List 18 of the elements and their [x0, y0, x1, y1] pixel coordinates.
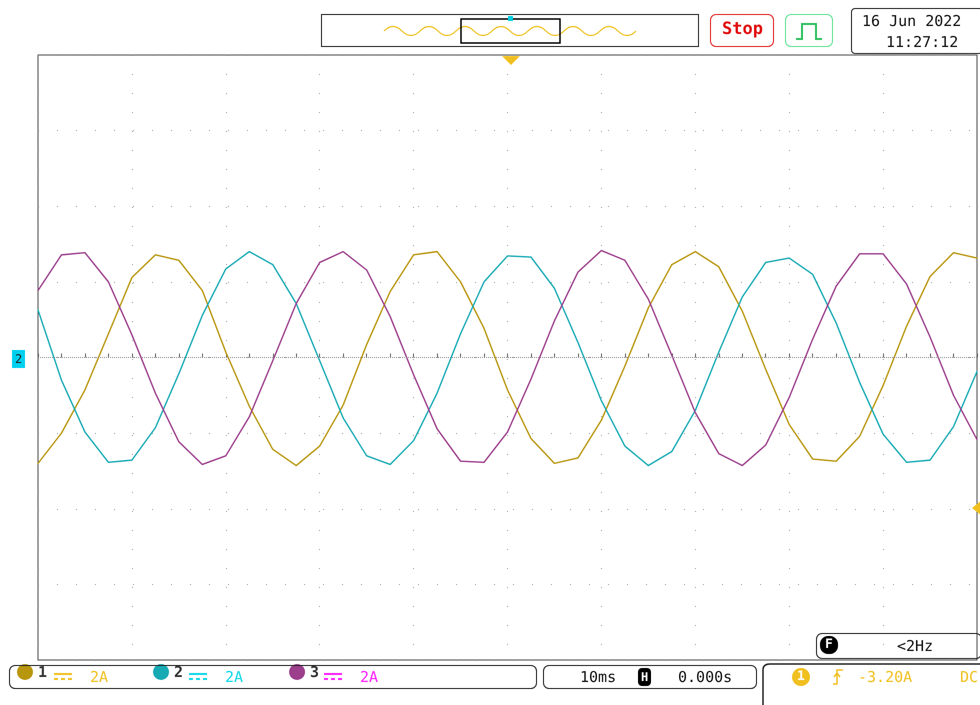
- text: H: [638, 668, 652, 686]
- text: 0.000s: [678, 668, 732, 686]
- legend-label: 3: [310, 663, 320, 681]
- text: 2A: [90, 668, 108, 686]
- text: DC: [960, 668, 978, 686]
- text: 2: [12, 350, 26, 368]
- text: -3.20A: [858, 668, 912, 686]
- text: 2A: [225, 668, 244, 686]
- text: 10ms: [580, 668, 616, 686]
- text: 16 Jun 2022: [862, 12, 962, 30]
- text: <2Hz: [897, 637, 934, 655]
- text: F: [820, 636, 838, 654]
- text: 1: [792, 668, 810, 686]
- text: Stop: [722, 19, 763, 39]
- text: 2A: [360, 668, 378, 686]
- legend-label: 1: [38, 663, 48, 681]
- legend-label: 2: [174, 663, 184, 681]
- text: 11:27:12: [886, 33, 958, 51]
